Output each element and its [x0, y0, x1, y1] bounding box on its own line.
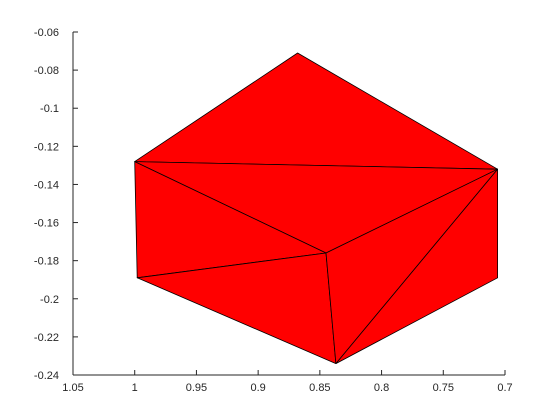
x-tick-label: 0.85	[309, 382, 330, 394]
y-tick-label: -0.1	[40, 103, 59, 115]
y-tick-label: -0.24	[34, 370, 59, 382]
x-tick-label: 0.7	[497, 382, 512, 394]
y-tick-label: -0.06	[34, 27, 59, 39]
y-tick-label: -0.18	[34, 256, 59, 268]
x-tick-label: 0.75	[433, 382, 454, 394]
y-tick-label: -0.2	[40, 294, 59, 306]
patch-face-1	[134, 52, 499, 170]
x-tick-label: 0.9	[250, 382, 265, 394]
x-tick-label: 1	[132, 382, 138, 394]
y-tick-label: -0.14	[34, 179, 59, 191]
axes	[72, 32, 505, 376]
x-tick-label: 0.8	[374, 382, 389, 394]
y-tick-label: -0.08	[34, 65, 59, 77]
y-ticks: -0.06 -0.08 -0.1 -0.12 -0.14 -0.16 -0.18 -0.2 -0…	[34, 27, 78, 382]
x-tick-label: 0.95	[186, 382, 207, 394]
x-ticks: 1.05 1 0.95 0.9 0.85 0.8 0.75 0.7	[62, 370, 513, 394]
patch-face-6	[335, 168, 499, 365]
y-tick-label: -0.22	[34, 332, 59, 344]
patch-faces	[134, 52, 499, 365]
x-tick-label: 1.05	[62, 382, 83, 394]
y-tick-label: -0.16	[34, 218, 59, 230]
y-tick-label: -0.12	[34, 141, 59, 153]
